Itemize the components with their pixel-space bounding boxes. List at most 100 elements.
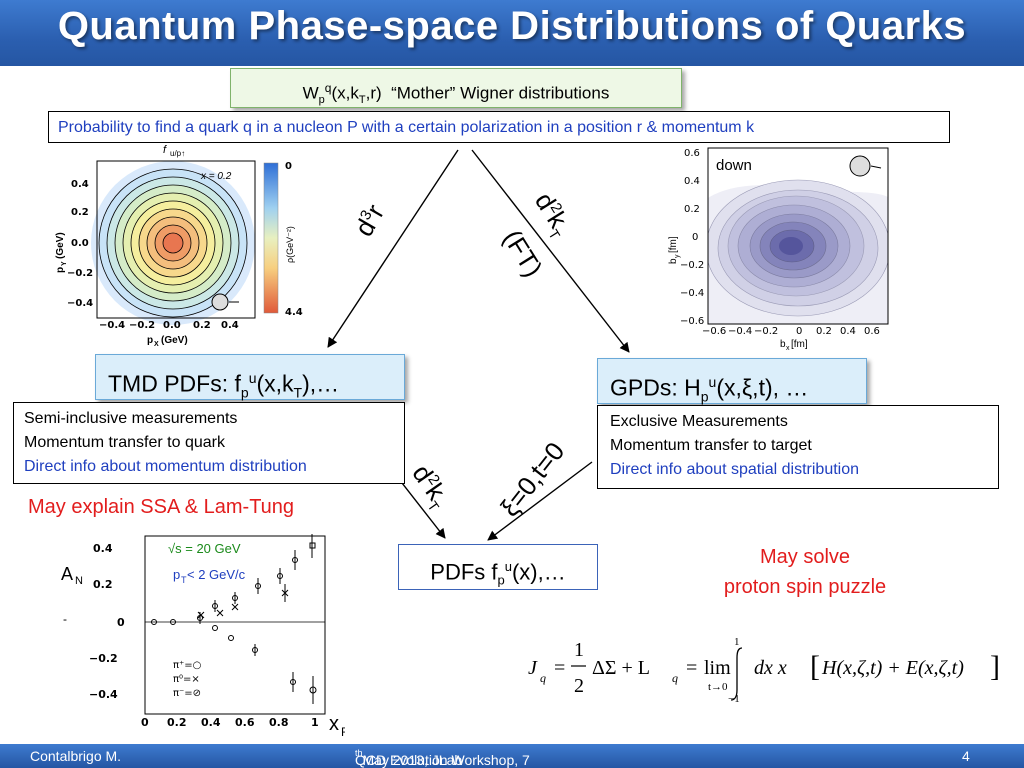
ssa-note: May explain SSA & Lam-Tung: [28, 496, 295, 518]
an-pt-sub: T: [181, 575, 187, 585]
gpd-y-tick-5: −0.2: [680, 260, 704, 271]
formula-j: J: [528, 657, 538, 679]
an-x-tick-6: 1: [311, 716, 319, 729]
formula-integrand: dx x: [754, 657, 787, 679]
an-y-label: A: [61, 564, 73, 584]
footer-event-pre: QCD Evolution Workshop, 7: [355, 752, 530, 768]
tmd-x-tick-4: 0.2: [193, 320, 211, 331]
an-legend-1: π⁺=○: [173, 660, 201, 671]
formula-bracket: H(x,ζ,t) + E(x,ζ,t): [821, 657, 964, 679]
gpd-x-tick-4: 0: [796, 326, 802, 337]
an-x-tick-3: 0.4: [201, 716, 221, 729]
formula-upper: 1: [734, 636, 740, 648]
tmd-y-tick-5: −0.4: [67, 298, 93, 309]
tmd-x-sub: X: [154, 341, 159, 348]
tmd-x-tick-1: −0.4: [99, 320, 125, 331]
gpd-args: (x,ξ,t), …: [716, 374, 809, 401]
tmd-prefix: TMD PDFs: f: [108, 370, 241, 397]
gpd-contour-plot: down 0.6 0.4 0.2 0 −0.2 −0.4 −0.6 −0.6 −…: [668, 147, 889, 351]
tmd-y-unit: (GeV): [55, 232, 66, 259]
tmd-cbar-top: 0: [285, 161, 292, 172]
an-y-tick-1: 0.4: [93, 542, 113, 555]
wigner-t-sub: T: [358, 94, 366, 107]
gpd-y-label: b: [668, 258, 679, 264]
tmd-y-axis-label: p Y (GeV): [55, 232, 68, 273]
slide-title: Quantum Phase-space Distributions of Qua…: [57, 4, 967, 48]
arrow-to-tmd: [327, 149, 459, 348]
spin-line-1: May solve: [759, 546, 851, 568]
gpd-desc-line-3: Direct info about spatial distribution: [610, 461, 860, 478]
an-pt-rest: < 2 GeV/c: [187, 567, 246, 582]
an-x-tick-1: 0: [141, 716, 149, 729]
gpd-x-tick-2: −0.4: [728, 326, 752, 337]
gpd-x-tick-1: −0.6: [702, 326, 726, 337]
pdf-args: (x),…: [511, 559, 566, 585]
gpd-y-tick-1: 0.6: [684, 148, 700, 159]
tmd-sup: u: [248, 370, 257, 386]
gpd-x-axis-label: b x [fm]: [780, 339, 808, 351]
arrow-to-gpd: [471, 149, 630, 353]
an-x-tick-4: 0.6: [235, 716, 255, 729]
tmd-plot-title-sub: u/p↑: [170, 149, 185, 158]
wigner-sup: q: [324, 81, 332, 95]
tmd-desc-line-1: Semi-inclusive measurements: [24, 410, 238, 427]
an-pt-p: p: [173, 567, 180, 582]
tmd-y-tick-3: 0.0: [71, 238, 89, 249]
tmd-colorbar: [263, 162, 279, 314]
tmd-y-sub: Y: [61, 261, 68, 266]
arrow-gpd-to-pdf: [487, 461, 593, 541]
tmd-x-tick-3: 0.0: [163, 320, 181, 331]
an-dash: -: [63, 612, 67, 626]
formula-lower: −1: [728, 693, 740, 705]
formula-q: q: [540, 671, 546, 685]
gpd-x-tick-7: 0.6: [864, 326, 880, 337]
pdf-prefix: PDFs f: [430, 559, 498, 585]
svg-text:]: ]: [990, 650, 1000, 683]
tmd-cbar-label: ρ(GeV⁻²): [285, 226, 295, 263]
tmd-y-label: p: [55, 267, 66, 273]
gpd-y-axis-label: b y [fm]: [668, 236, 681, 264]
an-plot: A N - 0.4 0.2 0 −0.2 −0.4 0 0.2 0.4 0.6 …: [61, 534, 345, 739]
footer-bar: Contalbrigo M. QCD Evolution Workshop, 7…: [0, 744, 1024, 768]
an-x-tick-2: 0.2: [167, 716, 187, 729]
pdf-sub: p: [497, 572, 505, 588]
gpd-x-ticks: −0.6 −0.4 −0.2 0 0.2 0.4 0.6: [702, 326, 880, 337]
an-pt-cut: p T < 2 GeV/c: [173, 567, 246, 585]
tmd-sub: p: [240, 384, 249, 401]
gpd-x-sub: x: [786, 345, 790, 351]
formula-lim: lim: [704, 657, 731, 679]
footer-page: 4: [962, 748, 970, 764]
an-legend-3: π⁻=⊘: [173, 688, 201, 699]
tmd-contour-plot: f u/p↑ x = 0.2 0.4 0.2 0.0 −0.2 −0.4 −0.…: [55, 144, 303, 348]
formula-mid: ΔΣ + L: [592, 657, 650, 679]
an-y-tick-3: 0: [117, 616, 125, 629]
an-x-ticks: 0 0.2 0.4 0.6 0.8 1: [141, 716, 319, 729]
title-bar: [0, 0, 1024, 66]
svg-text:=: =: [686, 657, 697, 679]
tmd-plot-annot: x = 0.2: [200, 171, 232, 182]
an-data-points: [151, 534, 317, 704]
tmd-x-tick-5: 0.4: [221, 320, 239, 331]
gpd-desc-line-1: Exclusive Measurements: [610, 413, 788, 430]
gpd-x-tick-6: 0.4: [840, 326, 856, 337]
spin-line-2: proton spin puzzle: [723, 576, 887, 598]
an-x-sub: F: [341, 725, 345, 739]
tmd-t-sub: T: [293, 384, 303, 401]
formula-den: 2: [574, 675, 584, 697]
tmd-y-tick-2: 0.2: [71, 207, 89, 218]
formula-lim-sub: t→0: [708, 681, 728, 693]
probability-box: Probability to find a quark q in a nucle…: [48, 111, 950, 143]
an-y-tick-2: 0.2: [93, 578, 113, 591]
tmd-x-ticks: −0.4 −0.2 0.0 0.2 0.4: [99, 320, 239, 331]
gpd-y-ticks: 0.6 0.4 0.2 0 −0.2 −0.4 −0.6: [680, 148, 704, 327]
footer-event-sup: th: [355, 748, 363, 758]
tmd-desc-line-2: Momentum transfer to quark: [24, 434, 225, 451]
an-y-axis-label: A N: [61, 564, 83, 587]
tmd-args: (x,k: [256, 370, 294, 397]
gpd-box: GPDs: Hpu(x,ξ,t), …: [597, 358, 867, 404]
tmd-y-tick-4: −0.2: [67, 268, 93, 279]
gpd-prefix: GPDs: H: [610, 374, 701, 401]
wigner-box: Wpq(x,kT,r) “Mother” Wigner distribution…: [230, 68, 682, 108]
gpd-x-label: b: [780, 339, 786, 350]
gpd-y-unit: [fm]: [668, 236, 679, 253]
